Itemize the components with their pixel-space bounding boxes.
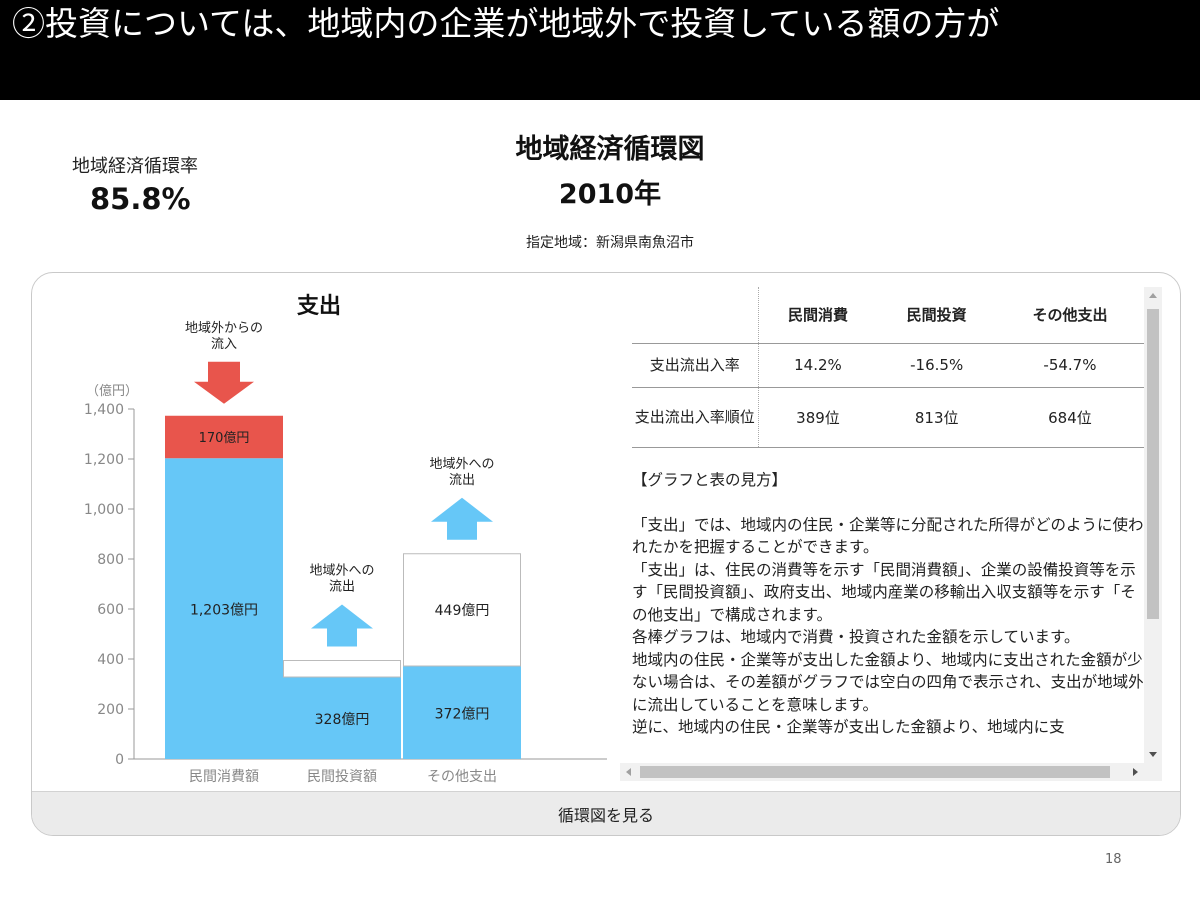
explanation-paragraph: 逆に、地域内の住民・企業等が支出した金額より、地域内に支	[632, 718, 1065, 736]
col-header: 民間投資	[877, 287, 996, 344]
explanation-paragraph: 各棒グラフは、地域内で消費・投資された金額を示しています。	[632, 628, 1080, 646]
annotation-label: 地域外への	[309, 564, 374, 579]
annotation-label: 流出	[329, 580, 355, 595]
table-cell: 14.2%	[758, 343, 878, 388]
y-tick-label: 200	[97, 702, 124, 718]
outflow-arrow-icon	[431, 497, 493, 540]
scrollbar-corner	[1144, 763, 1162, 781]
explanation-heading: 【グラフと表の見方】	[632, 471, 788, 489]
main-year: 2010年	[558, 179, 662, 210]
explanation-paragraph: 「支出」では、地域内の住民・企業等に分配された所得がどのように使われたかを把握す…	[632, 515, 1144, 557]
scroll-down-icon[interactable]	[1149, 752, 1157, 757]
vertical-scroll-thumb[interactable]	[1147, 309, 1159, 619]
bar-value-label: 328億円	[315, 712, 370, 728]
explanation-paragraph: 「支出」は、住民の消費等を示す「民間消費額」、企業の設備投資等を示す「民間投資額…	[632, 560, 1136, 624]
bar-value-label: 170億円	[199, 430, 250, 446]
x-category-label: 民間投資額	[307, 769, 377, 785]
explanation-text: 【グラフと表の見方】 「支出」では、地域内の住民・企業等に分配された所得がどのよ…	[632, 469, 1144, 763]
bar-base-0	[165, 458, 283, 759]
scroll-left-icon[interactable]	[626, 768, 631, 776]
inflow-arrow-icon	[194, 361, 254, 404]
table-cell: 684位	[995, 387, 1144, 448]
x-category-label: その他支出	[427, 769, 497, 785]
col-header: その他支出	[995, 287, 1144, 344]
col-header: 民間消費	[758, 287, 878, 344]
row-header: 支出流出入率	[632, 343, 759, 388]
annotation-label: 地域外からの	[185, 321, 263, 336]
circulation-rate-value: 85.8%	[90, 182, 191, 216]
table-cell: -16.5%	[877, 343, 996, 388]
view-circulation-button[interactable]: 循環図を見る	[32, 791, 1180, 835]
circulation-rate-label: 地域経済循環率	[72, 156, 198, 177]
y-tick-label: 1,200	[84, 452, 124, 468]
y-axis-unit: （億円）	[86, 383, 138, 399]
table-cell: 389位	[758, 387, 878, 448]
rate-table: 民間消費 民間投資 その他支出 支出流出入率 14.2% -16.5% -54.…	[632, 287, 1144, 448]
bar-value-label: 449億円	[435, 603, 490, 619]
slide-header: ②投資については、地域内の企業が地域外で投資している額の方が	[0, 0, 1200, 100]
horizontal-scroll-thumb[interactable]	[640, 766, 1110, 778]
y-tick-label: 0	[115, 752, 124, 768]
y-tick-label: 1,000	[84, 502, 124, 518]
bar-outflow-2	[403, 553, 521, 667]
annotation-label: 流入	[211, 337, 237, 352]
table-corner	[632, 287, 759, 344]
table-row: 支出流出入率順位 389位 813位 684位	[632, 387, 1144, 448]
main-title: 地域経済循環図	[515, 134, 705, 165]
table-cell: 813位	[877, 387, 996, 448]
expenditure-chart: 支出 （億円） 0 200 400 600 800 1,000 1,200 1,400 1,203億…	[84, 294, 607, 785]
bar-base-1	[283, 677, 401, 759]
vertical-scrollbar[interactable]	[1144, 287, 1162, 763]
annotation-label: 地域外への	[429, 457, 494, 472]
slide-title: ②投資については、地域内の企業が地域外で投資している額の方が	[12, 4, 1000, 43]
chart-title: 支出	[297, 294, 341, 319]
explanation-paragraph: 地域内の住民・企業等が支出した金額より、地域内に支出された金額が少ない場合は、そ…	[632, 650, 1144, 714]
y-tick-label: 800	[97, 552, 124, 568]
y-tick-label: 400	[97, 652, 124, 668]
horizontal-scrollbar[interactable]	[620, 763, 1144, 781]
page-number: 18	[1105, 852, 1122, 867]
rate-table-area: 民間消費 民間投資 その他支出 支出流出入率 14.2% -16.5% -54.…	[632, 287, 1144, 448]
scroll-up-icon[interactable]	[1149, 293, 1157, 298]
scroll-right-icon[interactable]	[1133, 768, 1138, 776]
bar-inflow-0	[165, 415, 283, 459]
row-header: 支出流出入率順位	[632, 387, 759, 448]
table-row: 支出流出入率 14.2% -16.5% -54.7%	[632, 343, 1144, 388]
bar-base-2	[403, 666, 521, 759]
table-cell: -54.7%	[995, 343, 1144, 388]
bar-value-label: 1,203億円	[190, 603, 258, 619]
y-tick-label: 1,400	[84, 402, 124, 418]
region-label: 指定地域：新潟県南魚沼市	[526, 235, 694, 251]
outflow-arrow-icon	[311, 604, 373, 647]
bar-value-label: 372億円	[435, 707, 490, 723]
view-circulation-label: 循環図を見る	[557, 805, 654, 825]
bar-outflow-1	[283, 660, 401, 678]
y-tick-label: 600	[97, 602, 124, 618]
x-category-label: 民間消費額	[189, 769, 259, 785]
annotation-label: 流出	[449, 473, 475, 488]
expenditure-panel: 支出 （億円） 0 200 400 600 800 1,000 1,200 1,400 1,203億…	[31, 272, 1181, 836]
